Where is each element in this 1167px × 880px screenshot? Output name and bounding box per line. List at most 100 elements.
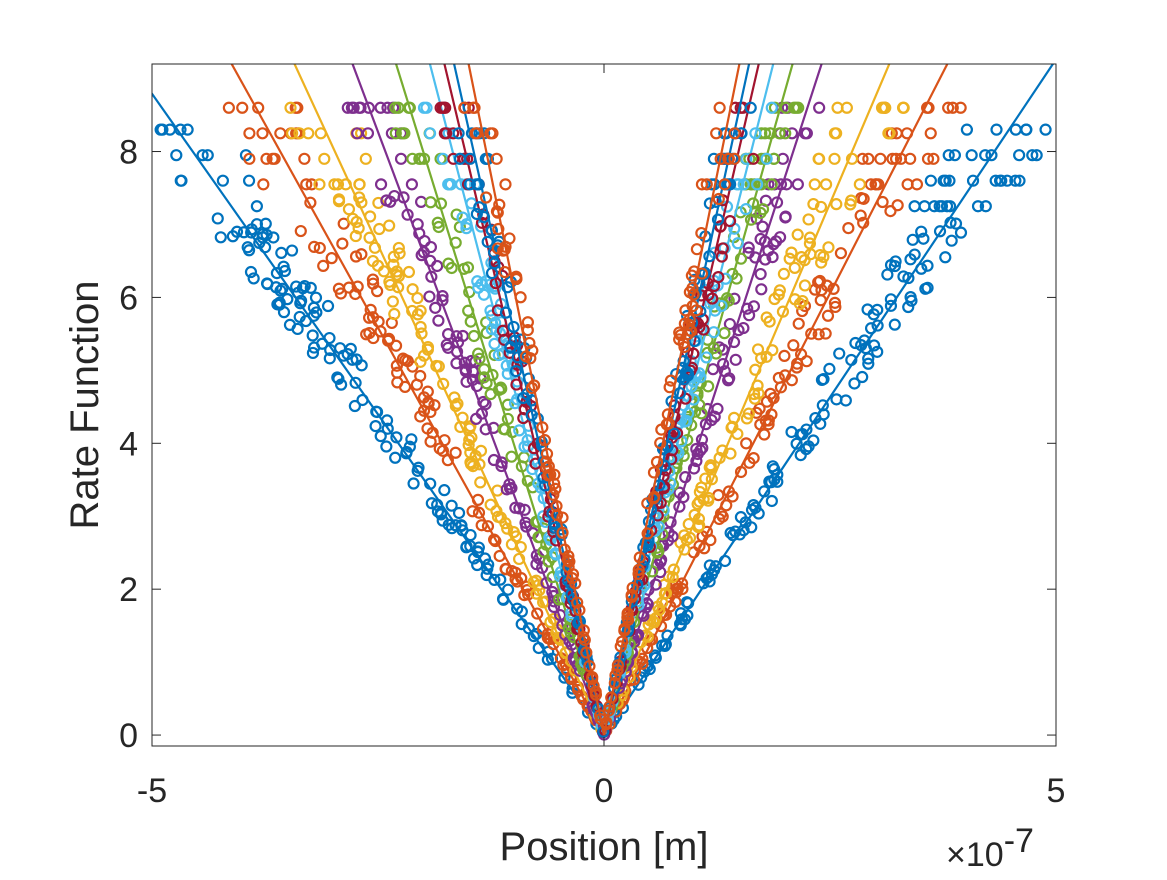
data-point	[354, 127, 368, 140]
data-point	[491, 206, 504, 219]
data-point	[747, 300, 761, 313]
data-point	[921, 259, 934, 272]
data-point	[785, 246, 798, 259]
data-point	[673, 387, 687, 400]
data-point	[771, 468, 784, 481]
data-point	[817, 250, 830, 264]
data-point	[403, 101, 416, 114]
data-point	[989, 174, 1002, 187]
data-point	[465, 127, 479, 140]
series-group-3	[284, 64, 910, 736]
data-point	[346, 212, 359, 225]
data-point	[481, 520, 495, 533]
data-point	[758, 428, 771, 441]
data-point	[464, 528, 477, 542]
data-point	[244, 265, 258, 279]
data-point	[477, 395, 490, 409]
data-point	[714, 152, 727, 165]
data-point	[754, 206, 767, 219]
data-point	[779, 101, 792, 114]
data-point	[359, 152, 372, 165]
data-point	[412, 461, 425, 474]
data-point	[990, 123, 1003, 136]
data-point	[371, 285, 384, 298]
data-point	[353, 178, 366, 191]
data-point	[928, 200, 941, 213]
data-point	[392, 281, 405, 294]
data-point	[971, 200, 985, 213]
data-point	[773, 127, 786, 140]
data-point	[868, 339, 881, 352]
data-point	[380, 440, 393, 453]
data-point	[894, 152, 908, 165]
data-point	[743, 309, 756, 322]
data-point	[695, 178, 709, 191]
data-point	[834, 247, 848, 260]
data-point	[639, 629, 652, 642]
data-point	[747, 499, 760, 512]
data-point	[460, 375, 473, 388]
data-point	[530, 587, 543, 600]
data-point	[805, 327, 818, 340]
data-point	[298, 152, 311, 165]
data-point	[884, 299, 898, 312]
data-point	[542, 555, 555, 568]
data-point	[706, 363, 720, 376]
x-tick-label: 0	[595, 772, 614, 810]
data-point	[381, 422, 394, 435]
data-point	[807, 434, 820, 447]
data-point	[556, 619, 569, 632]
data-point	[681, 609, 694, 622]
data-point	[414, 320, 427, 334]
data-point	[694, 371, 707, 384]
data-point	[691, 497, 704, 511]
data-point	[845, 194, 858, 207]
data-point	[889, 152, 903, 165]
data-point	[586, 672, 599, 686]
data-point	[750, 406, 763, 419]
data-point	[716, 444, 729, 457]
data-point	[815, 256, 828, 269]
data-point	[497, 244, 510, 257]
data-point	[760, 350, 773, 363]
data-point	[154, 123, 167, 136]
data-point	[245, 223, 258, 236]
data-point	[349, 376, 362, 389]
data-point	[608, 677, 621, 690]
data-point	[424, 477, 437, 490]
data-point	[509, 530, 523, 543]
data-point	[813, 101, 826, 114]
data-point	[874, 152, 887, 165]
data-point	[420, 101, 433, 114]
data-point	[733, 528, 746, 541]
x-multiplier-exponent: -7	[1004, 822, 1034, 860]
data-point	[384, 195, 397, 208]
data-point	[488, 573, 501, 587]
data-point	[525, 381, 539, 395]
data-point	[904, 290, 917, 304]
data-point	[794, 428, 807, 441]
data-point	[901, 178, 914, 191]
data-point	[720, 499, 733, 512]
data-point	[464, 420, 477, 433]
data-point	[718, 554, 732, 568]
data-point	[802, 213, 815, 226]
data-point	[745, 521, 758, 534]
data-point	[751, 178, 764, 191]
data-point	[681, 433, 694, 447]
data-point	[703, 461, 716, 474]
data-point	[699, 418, 712, 431]
data-point	[450, 345, 464, 358]
data-point	[239, 149, 253, 162]
data-point	[828, 296, 842, 309]
data-point	[552, 631, 565, 644]
data-point	[812, 328, 825, 341]
data-point	[706, 292, 719, 305]
data-point	[432, 314, 445, 327]
data-point	[392, 101, 405, 114]
data-point	[467, 329, 481, 343]
data-point	[380, 414, 394, 427]
data-point	[382, 332, 396, 346]
data-point	[528, 379, 541, 392]
data-point	[456, 211, 469, 224]
